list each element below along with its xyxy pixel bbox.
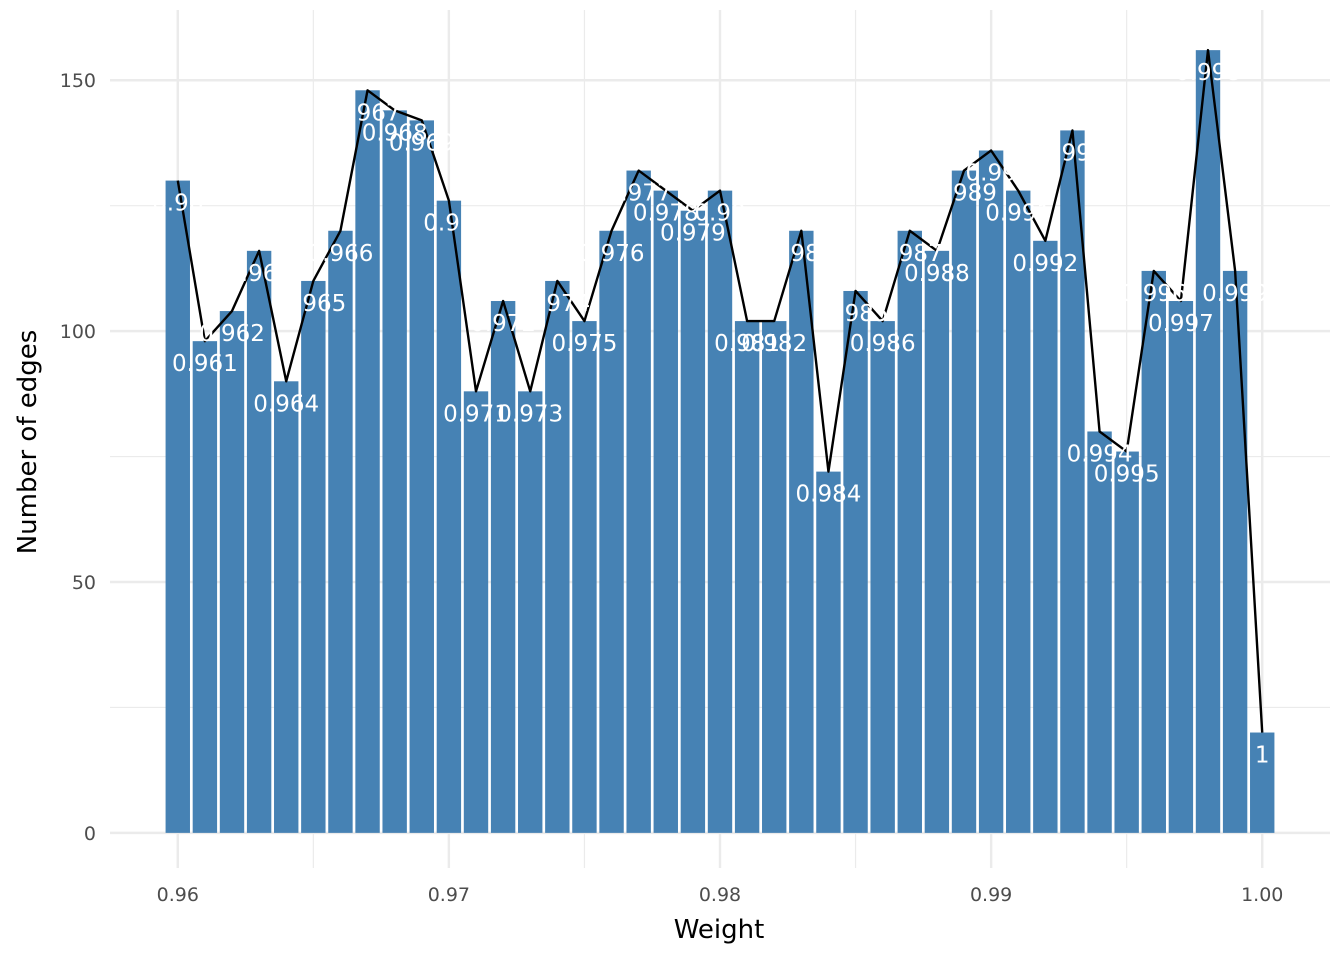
bar [1033, 240, 1058, 833]
bar [219, 311, 245, 833]
bar-label: 0.964 [253, 391, 319, 417]
bar [870, 321, 895, 833]
bar-labels: 0.960.9610.9620.9630.9640.9650.9660.9670… [152, 60, 1269, 768]
bar-label: 0.977 [606, 181, 672, 207]
bar-label: 0.971 [443, 401, 509, 427]
bar [409, 120, 434, 833]
bar-label: 0.969 [389, 130, 455, 156]
bar-label: 0.976 [579, 241, 645, 267]
bar-label: 0.97 [423, 211, 474, 237]
bar-label: 0.996 [1121, 281, 1187, 307]
bar-label: 0.968 [362, 120, 428, 146]
bar-label: 0.981 [714, 331, 780, 357]
bar [734, 321, 760, 833]
y-axis-title: Number of edges [13, 330, 43, 555]
bar [1168, 301, 1194, 833]
x-tick-label: 1.00 [1241, 884, 1283, 906]
bar [1060, 130, 1085, 833]
bar [653, 190, 678, 833]
bar [951, 170, 977, 833]
trend-line-layer [176, 48, 1264, 733]
bar-label: 0.983 [768, 241, 834, 267]
bar [1141, 270, 1166, 833]
bar [165, 180, 190, 833]
bar [843, 290, 868, 833]
bar-label: 0.972 [470, 311, 536, 337]
bar [518, 391, 543, 833]
y-tick-label: 150 [60, 70, 96, 92]
bar [1114, 451, 1139, 833]
bars [165, 50, 1275, 833]
bar [1087, 431, 1112, 833]
bar-label: 0.982 [741, 331, 807, 357]
y-tick-label: 50 [72, 572, 96, 594]
bar [436, 200, 462, 833]
x-tick-label: 0.99 [970, 884, 1012, 906]
bar [490, 301, 516, 833]
axis-ticks: 0.96 0.97 0.98 0.99 1.00 0 50 100 150 [60, 70, 1284, 906]
bar-label: 0.989 [931, 181, 997, 207]
bar-label: 0.991 [985, 201, 1051, 227]
x-tick-label: 0.96 [157, 884, 199, 906]
bar-label: 0.987 [877, 241, 943, 267]
bar-label: 0.985 [823, 301, 889, 327]
bar-label: 0.978 [633, 201, 699, 227]
bar-label: 0.962 [199, 321, 265, 347]
bar [382, 110, 407, 833]
bar-label: 0.999 [1202, 281, 1268, 307]
bar-label: 0.98 [694, 201, 745, 227]
bar-label: 0.961 [172, 351, 238, 377]
bar-label: 0.967 [335, 100, 401, 126]
bar [762, 321, 787, 833]
trend-line [176, 48, 1264, 733]
bar-label: 0.997 [1148, 311, 1214, 337]
bar-label: 0.995 [1094, 462, 1160, 488]
bar [463, 391, 489, 833]
bar [355, 90, 380, 833]
bar-label: 0.998 [1175, 60, 1241, 86]
bar-label: 0.99 [966, 160, 1017, 186]
bar [1006, 190, 1031, 833]
bar [1250, 732, 1275, 833]
bar [572, 321, 597, 833]
x-tick-label: 0.98 [699, 884, 741, 906]
bar-label: 0.965 [280, 291, 346, 317]
bar [1222, 270, 1248, 833]
bar [816, 471, 841, 833]
bar [626, 170, 651, 833]
bar-label: 1 [1255, 743, 1270, 769]
bar [274, 381, 299, 833]
bar [599, 230, 624, 833]
bar [545, 280, 570, 833]
bar [301, 280, 326, 833]
bar [978, 150, 1004, 833]
bar-label: 0.963 [226, 261, 292, 287]
bar-label: 0.993 [1040, 140, 1106, 166]
bar-label: 0.994 [1067, 441, 1133, 467]
bar-label: 0.975 [552, 331, 618, 357]
bar-label: 0.988 [904, 261, 970, 287]
bar [897, 230, 922, 833]
bar [707, 190, 733, 833]
bar [924, 250, 950, 833]
bar [789, 230, 814, 833]
bar-label: 0.974 [524, 291, 590, 317]
bar-label: 0.986 [850, 331, 916, 357]
bar-label: 0.979 [660, 221, 726, 247]
bar-label: 0.973 [497, 401, 563, 427]
x-axis-title: Weight [674, 915, 765, 945]
bar-label: 0.96 [152, 191, 203, 217]
y-tick-label: 100 [60, 321, 96, 343]
bar [246, 250, 272, 833]
bar [1195, 50, 1221, 833]
bar [192, 341, 218, 833]
x-tick-label: 0.97 [428, 884, 470, 906]
bar-label: 0.984 [796, 482, 862, 508]
bar [328, 230, 353, 833]
bar-label: 0.992 [1012, 251, 1078, 277]
bar [680, 210, 706, 833]
bar-label: 0.966 [308, 241, 374, 267]
y-tick-label: 0 [84, 823, 96, 845]
